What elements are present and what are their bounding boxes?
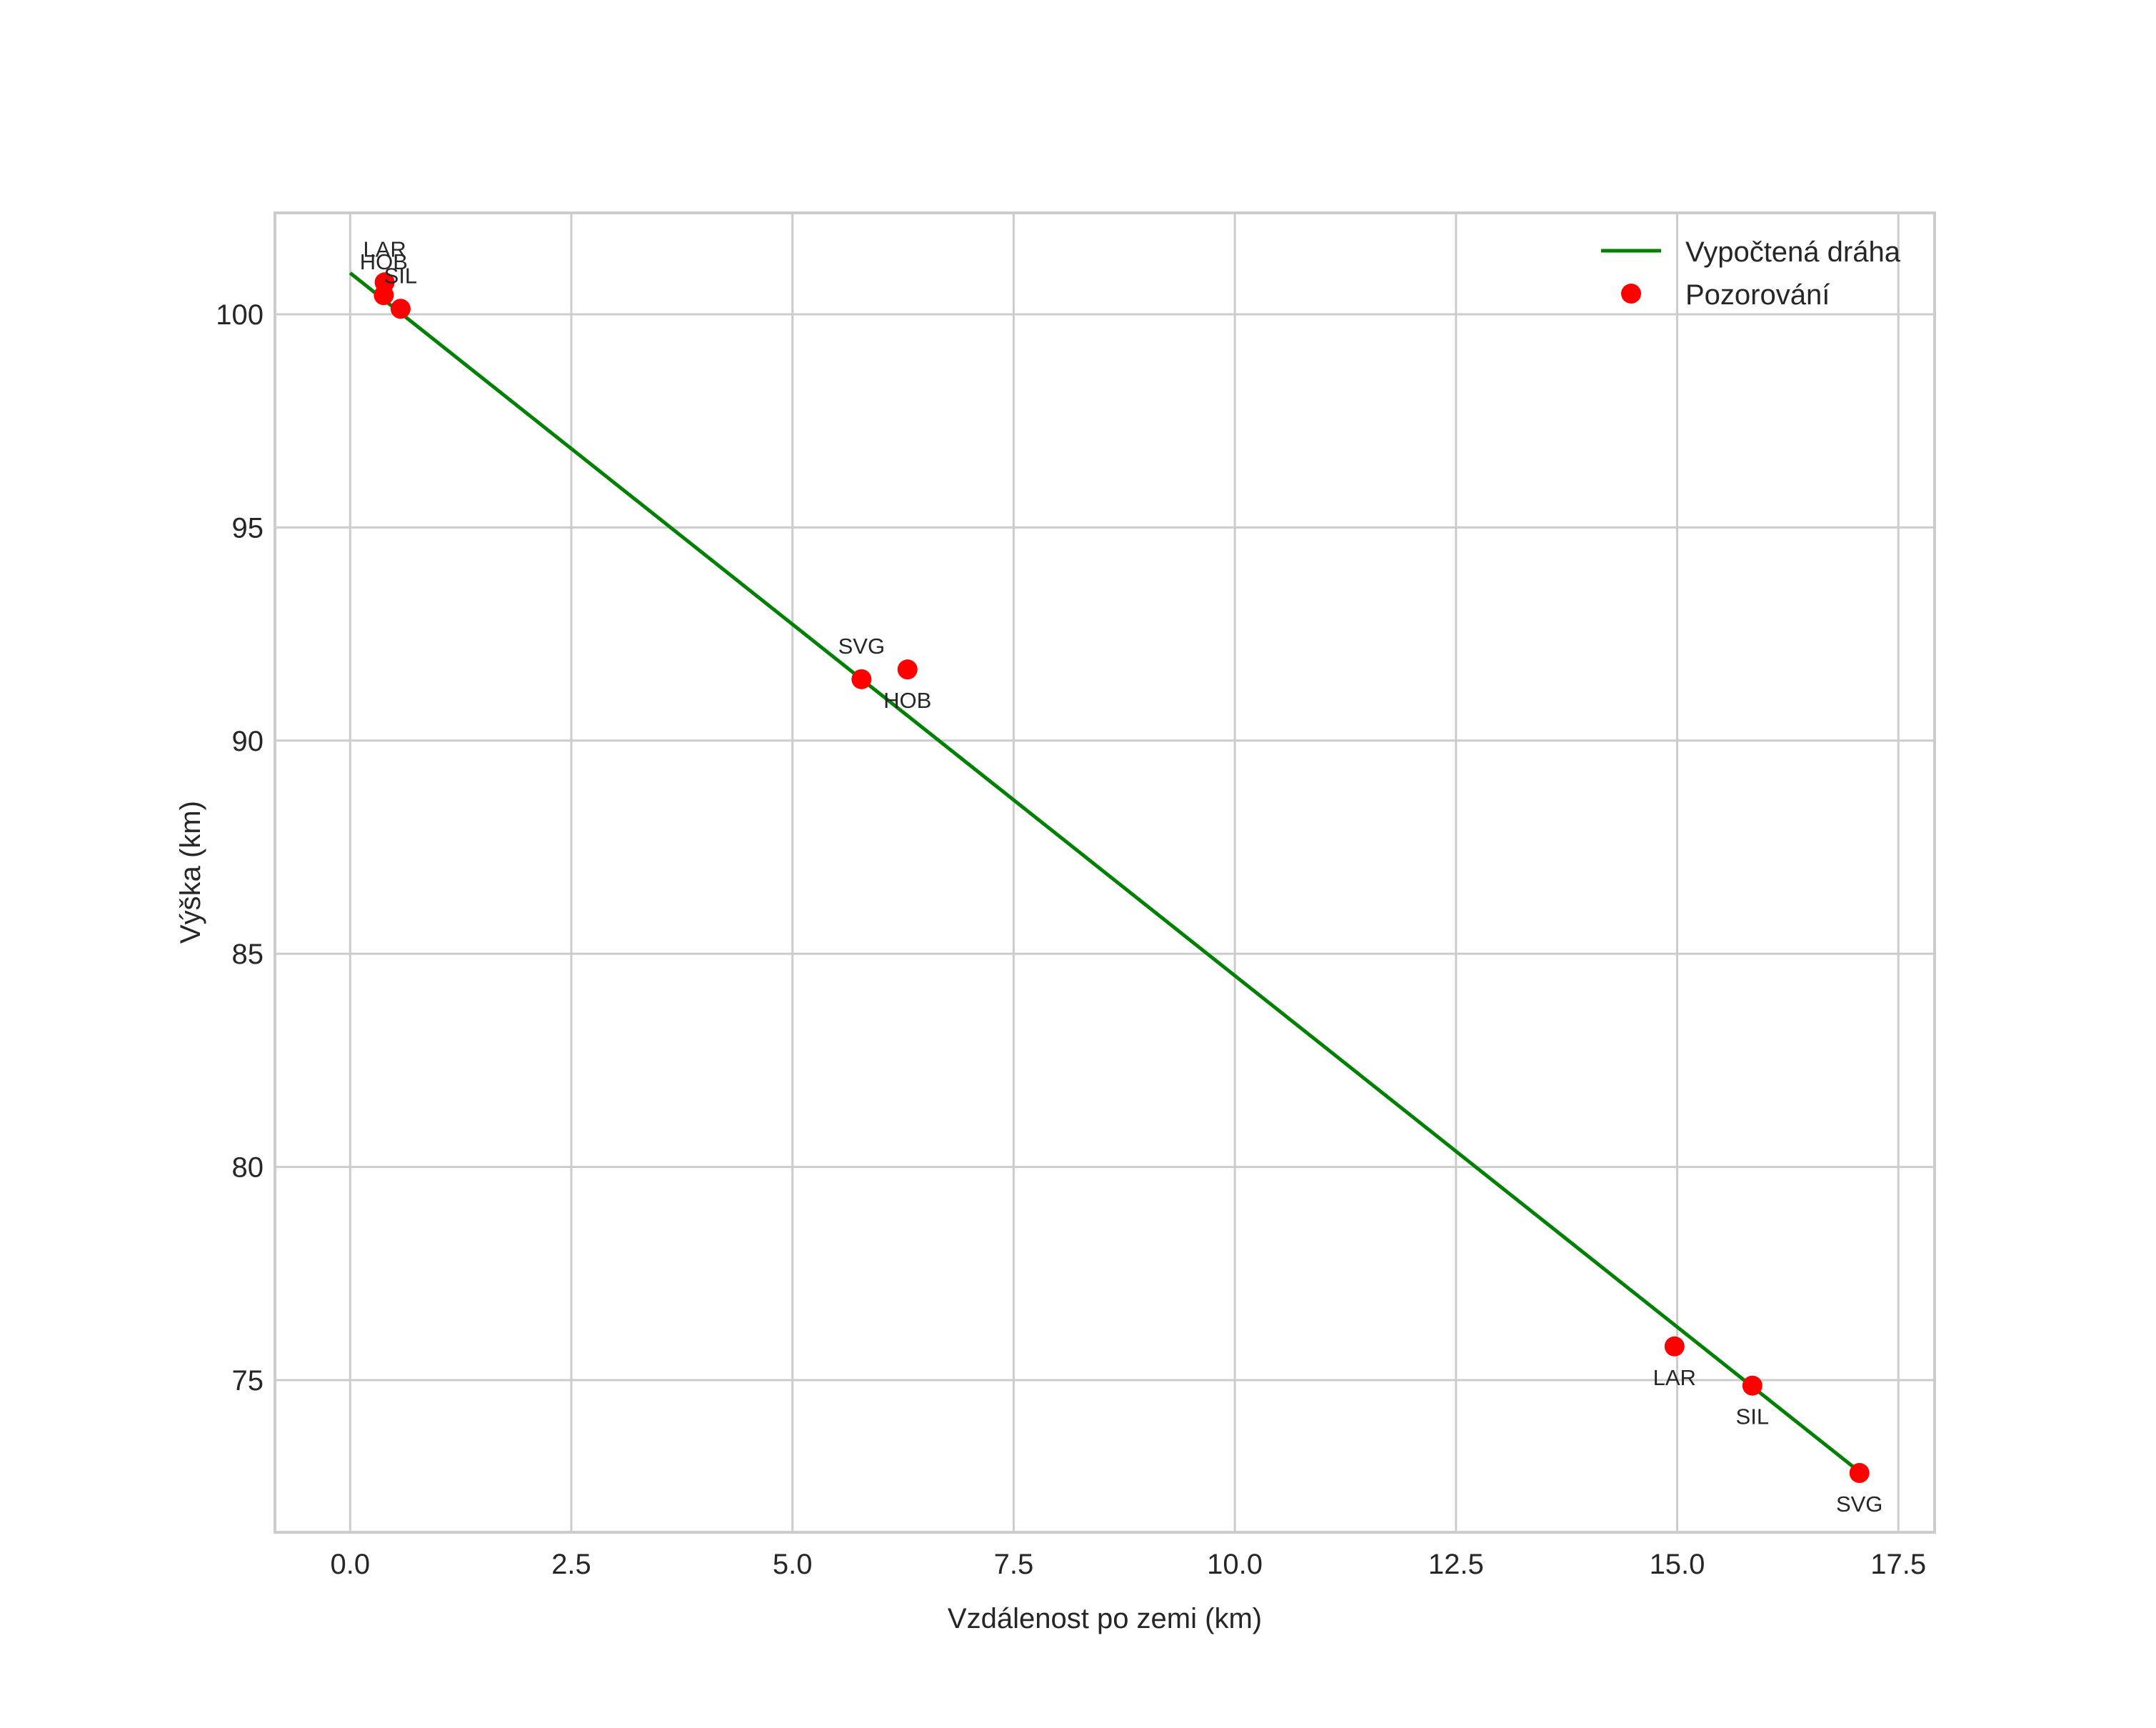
x-tick-label: 17.5 [1870,1549,1926,1580]
x-tick-label: 15.0 [1650,1549,1705,1580]
station-label: SVG [838,634,885,659]
x-tick-label: 2.5 [551,1549,591,1580]
y-tick-label: 80 [232,1152,264,1184]
x-tick-label: 5.0 [773,1549,813,1580]
legend: Vypočtená dráha Pozorování [1601,236,1901,311]
x-tick-label: 12.5 [1428,1549,1484,1580]
y-tick-label: 95 [232,512,264,544]
y-tick-label: 85 [232,939,264,970]
observation-point [390,299,411,319]
station-label: LAR [1653,1365,1696,1390]
observation-point [851,669,872,689]
observation-point [373,285,394,306]
legend-label-computed-path: Vypočtená dráha [1685,236,1901,268]
legend-marker-icon [1621,284,1641,304]
observation-point [897,659,918,680]
x-axis-label: Vzdálenost po zemi (km) [948,1603,1262,1634]
y-tick-label: 90 [232,726,264,757]
station-label: LAR [363,236,406,261]
observation-point [1742,1375,1763,1396]
grid [275,213,1935,1532]
y-axis-label: Výška (km) [175,801,206,944]
observation-point [1664,1336,1685,1357]
station-label: HOB [360,249,408,274]
station-label: HOB [883,688,931,713]
station-label: SVG [1836,1492,1882,1517]
axes-frame [274,211,1936,1534]
y-tick-label: 100 [216,299,264,331]
y-axis-ticks: 75 80 85 90 95 100 [216,299,264,1397]
x-tick-label: 10.0 [1207,1549,1263,1580]
y-tick-label: 75 [232,1365,264,1397]
x-axis-ticks: 0.0 2.5 5.0 7.5 10.0 12.5 15.0 17.5 [330,1549,1926,1580]
legend-label-observations: Pozorování [1685,279,1830,311]
computed-trajectory-line [349,271,1858,1472]
x-tick-label: 7.5 [994,1549,1034,1580]
observation-point [1849,1463,1870,1484]
station-label: SIL [1736,1404,1770,1429]
x-tick-label: 0.0 [330,1549,370,1580]
station-label: SIL [384,263,418,288]
